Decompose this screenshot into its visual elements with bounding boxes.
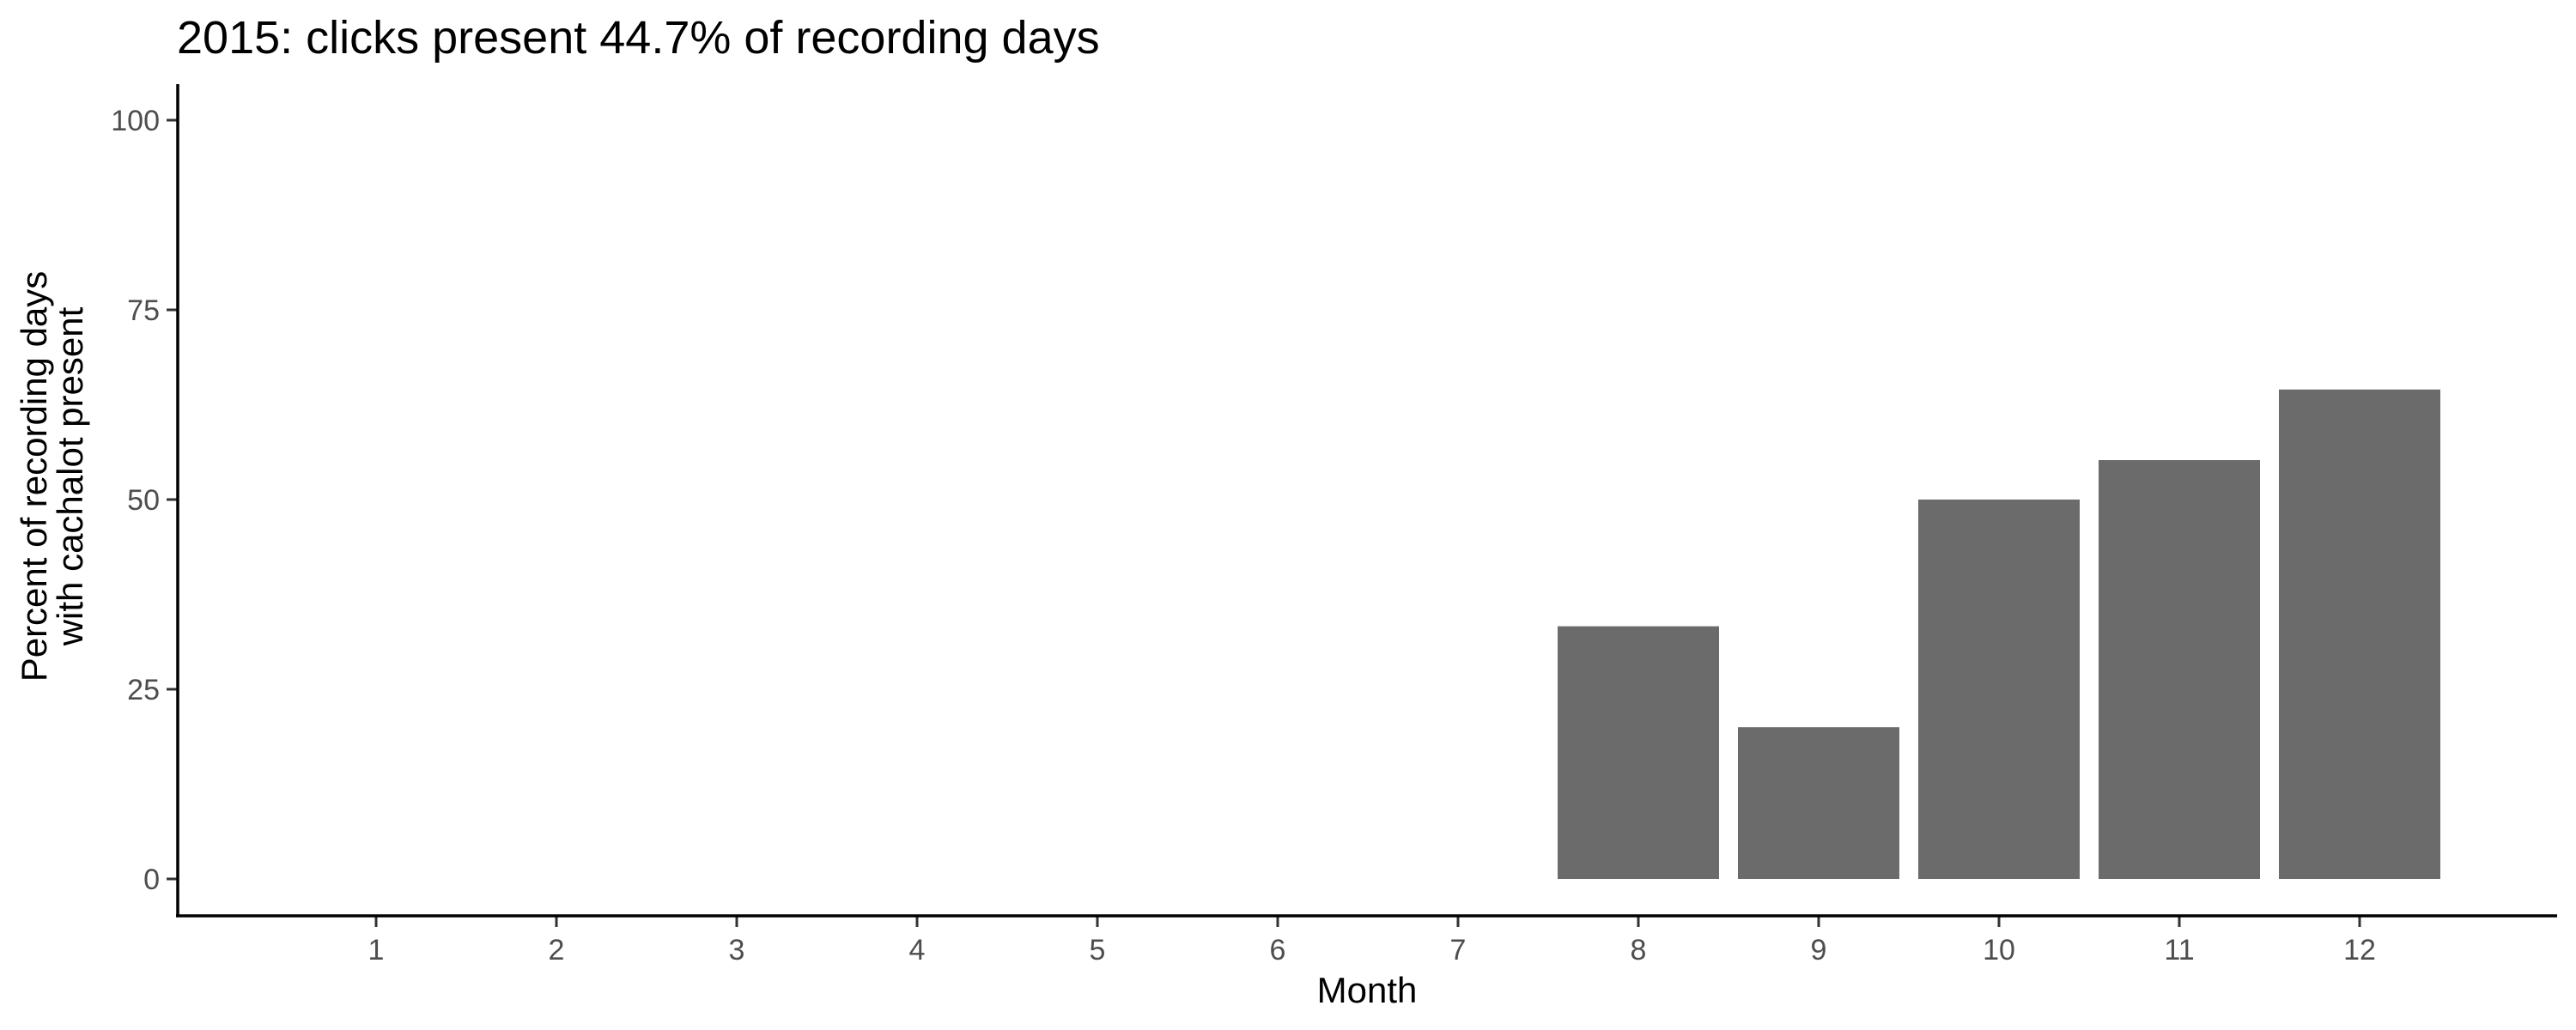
y-tick-label-50: 50 <box>127 484 160 517</box>
x-tick-label-5: 5 <box>1090 934 1106 966</box>
y-tick-label-100: 100 <box>111 105 160 137</box>
chart-title: 2015: clicks present 44.7% of recording … <box>177 12 1100 64</box>
bar-month-12 <box>2279 389 2440 879</box>
y-axis-title: Percent of recording days with cachalot … <box>14 271 90 682</box>
x-tick-label-8: 8 <box>1631 934 1647 966</box>
bar-month-11 <box>2099 460 2260 879</box>
x-tick-label-2: 2 <box>549 934 565 966</box>
x-tick-label-3: 3 <box>729 934 745 966</box>
x-tick-label-7: 7 <box>1450 934 1467 966</box>
y-tick-label-75: 75 <box>127 294 160 327</box>
y-tick-label-25: 25 <box>127 674 160 706</box>
x-axis-ticks: 1 2 3 4 5 6 7 8 9 10 11 12 <box>368 916 2376 966</box>
x-tick-label-4: 4 <box>909 934 926 966</box>
bars-group <box>1558 389 2440 879</box>
y-axis-ticks: 0 25 50 75 100 <box>111 105 178 896</box>
x-tick-label-10: 10 <box>1983 934 2015 966</box>
y-tick-label-0: 0 <box>143 863 160 896</box>
bar-month-10 <box>1918 500 2080 879</box>
x-tick-label-12: 12 <box>2343 934 2376 966</box>
x-tick-label-1: 1 <box>368 934 385 966</box>
x-axis-title: Month <box>1317 970 1418 1010</box>
y-axis-title-line-2: with cachalot present <box>50 306 90 646</box>
bar-month-9 <box>1738 727 1899 879</box>
bar-month-8 <box>1558 626 1719 879</box>
x-tick-label-6: 6 <box>1270 934 1286 966</box>
x-tick-label-11: 11 <box>2164 934 2194 966</box>
y-axis-title-line-1: Percent of recording days <box>14 271 54 682</box>
x-tick-label-9: 9 <box>1811 934 1827 966</box>
